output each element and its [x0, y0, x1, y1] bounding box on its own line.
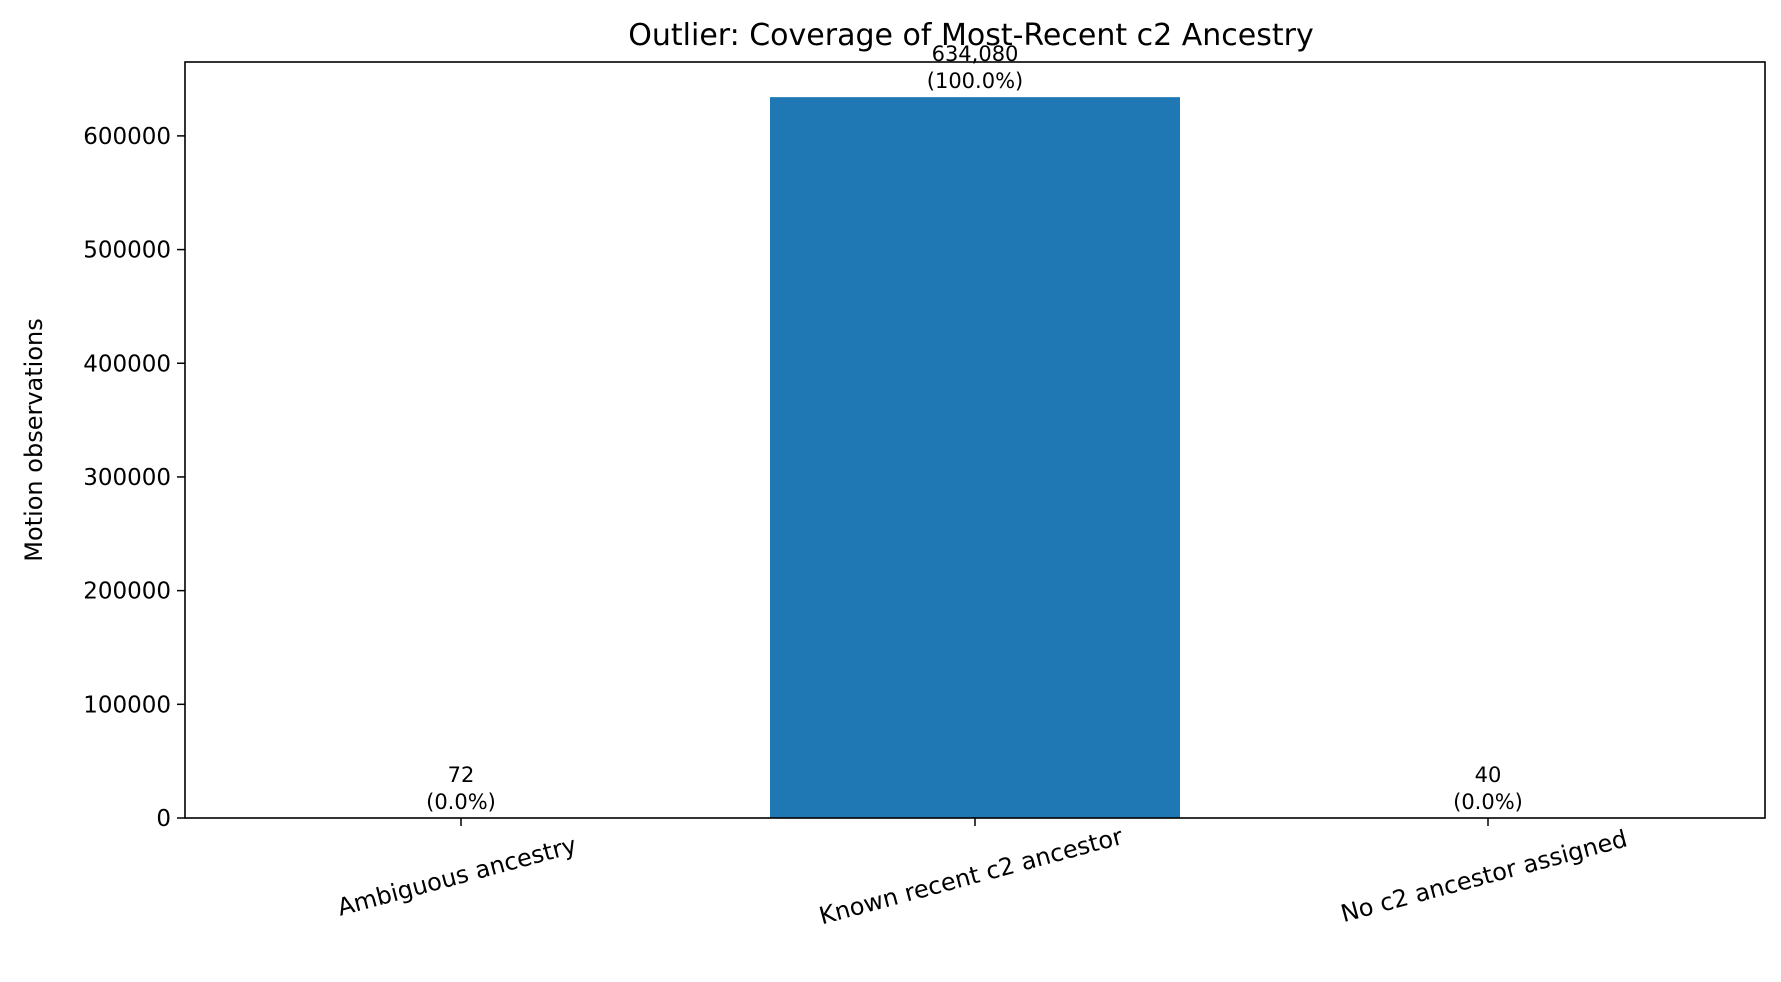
- bar: [770, 97, 1180, 818]
- y-tick-label: 100000: [83, 692, 171, 718]
- y-axis-label: Motion observations: [20, 318, 48, 561]
- bar-percent-label: (0.0%): [1453, 790, 1523, 814]
- bar-value-label: 40: [1475, 763, 1502, 787]
- bar-percent-label: (100.0%): [927, 69, 1023, 93]
- y-tick-label: 200000: [83, 579, 171, 605]
- y-tick-label: 500000: [83, 238, 171, 264]
- bar-value-label: 634,080: [932, 42, 1019, 66]
- y-tick-label: 600000: [83, 124, 171, 150]
- y-tick-label: 0: [156, 806, 171, 832]
- y-tick-label: 400000: [83, 351, 171, 377]
- y-tick-label: 300000: [83, 465, 171, 491]
- bar-percent-label: (0.0%): [426, 790, 496, 814]
- bar-value-label: 72: [448, 763, 475, 787]
